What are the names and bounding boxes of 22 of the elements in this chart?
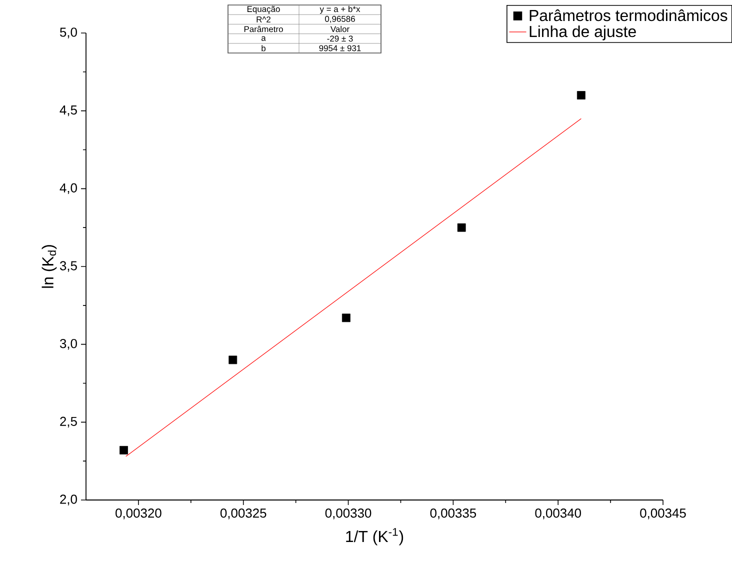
y-tick-label: 3,0 xyxy=(60,338,77,350)
legend-label: Linha de ajuste xyxy=(530,25,636,40)
x-tick-label: 0,00345 xyxy=(640,508,686,520)
x-tick-label: 0,00330 xyxy=(325,508,372,520)
y-tick-label: 3,5 xyxy=(60,261,77,272)
x-axis-title: 1/T (K$^{-1}$) xyxy=(346,528,404,546)
y-tick-label: 5,0 xyxy=(60,28,77,38)
point xyxy=(457,223,466,232)
point xyxy=(120,446,128,454)
point xyxy=(342,314,350,322)
x-tick-label: 0,00320 xyxy=(116,508,162,520)
point xyxy=(228,356,238,364)
point xyxy=(576,91,586,100)
y-axis-title: ln (K$_{d}$) xyxy=(42,245,57,288)
x-tick-label: 0,00340 xyxy=(535,508,581,520)
y-tick-label: 4,0 xyxy=(60,183,77,194)
y-tick-label: 4,5 xyxy=(60,106,77,116)
legend-label: Parâmetros termodinâmicos xyxy=(530,9,728,22)
y-tick-label: 2,0 xyxy=(60,494,77,506)
y-tick-label: 2,5 xyxy=(60,416,77,428)
x-tick-label: 0,00325 xyxy=(220,508,266,520)
x-tick-label: 0,00335 xyxy=(430,508,476,520)
